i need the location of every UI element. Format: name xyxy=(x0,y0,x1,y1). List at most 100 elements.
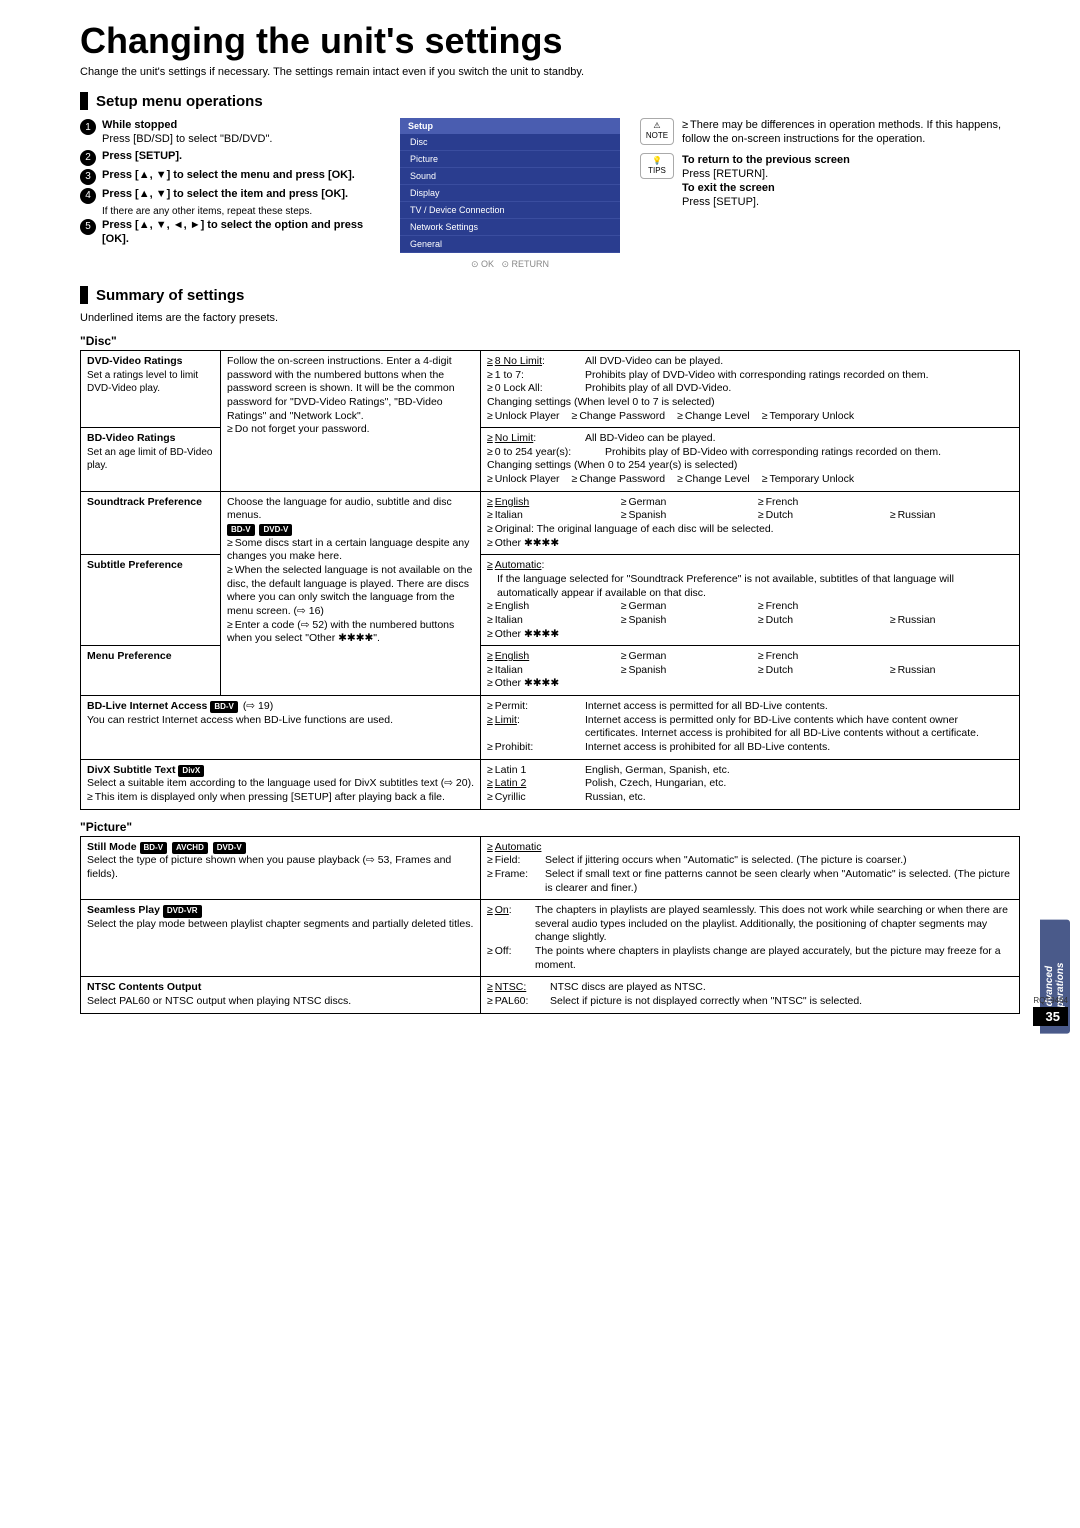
mp-l1: German xyxy=(621,650,744,664)
still-title: Still Mode xyxy=(87,841,137,853)
dx-o3t: Russian, etc. xyxy=(585,791,646,805)
bchg-i0: Unlock Player xyxy=(487,473,560,487)
footer-ok: OK xyxy=(481,259,494,269)
bd-video-sub: Set an age limit of BD-Video play. xyxy=(87,446,214,472)
bchg-i2: Change Level xyxy=(677,473,750,487)
sub-auto: Automatic xyxy=(487,559,541,571)
page-footer: RQT9464 35 xyxy=(1033,996,1068,1026)
bd-o1t: All BD-Video can be played. xyxy=(585,432,716,446)
dx-o2: Latin 2 xyxy=(487,777,526,789)
prev-title: To return to the previous screen xyxy=(682,153,850,167)
sub-l6: Russian xyxy=(890,614,1013,628)
step-num-4: 4 xyxy=(80,188,96,204)
dvd-chg: Changing settings (When level 0 to 7 is … xyxy=(487,396,1013,410)
still-o2t: Select if jittering occurs when "Automat… xyxy=(545,854,907,868)
mp-l0: English xyxy=(487,650,607,664)
rqt-code: RQT9464 xyxy=(1033,996,1068,1005)
dvd-desc2: Do not forget your password. xyxy=(227,423,370,435)
dvd-video-title: DVD-Video Ratings xyxy=(87,355,214,369)
seam-o2t: The points where chapters in playlists c… xyxy=(535,945,1013,972)
menu-item-network: Network Settings xyxy=(400,219,620,236)
still-o3t: Select if small text or fine patterns ca… xyxy=(545,868,1013,895)
st-n2: When the selected language is not availa… xyxy=(227,564,472,617)
menupref-title: Menu Preference xyxy=(87,650,214,664)
step-num-2: 2 xyxy=(80,150,96,166)
page-number: 35 xyxy=(1033,1007,1068,1026)
still-desc: Select the type of picture shown when yo… xyxy=(87,854,451,880)
divx-note: This item is displayed only when pressin… xyxy=(87,791,445,803)
dvd-o2: 1 to 7: xyxy=(487,369,524,381)
sub-l1: German xyxy=(621,600,744,614)
st-l0: English xyxy=(487,496,607,510)
st-n1: Some discs start in a certain language d… xyxy=(227,537,469,563)
still-o3: Frame: xyxy=(487,868,528,880)
bchg-i3: Temporary Unlock xyxy=(762,473,854,487)
subtitle-title: Subtitle Preference xyxy=(87,559,214,573)
step5-bold: Press [▲, ▼, ◄, ►] to select the option … xyxy=(102,219,363,245)
st-l6: Russian xyxy=(890,509,1013,523)
menu-item-disc: Disc xyxy=(400,134,620,151)
mp-l3: Italian xyxy=(487,664,607,678)
bd-o2: 0 to 254 year(s): xyxy=(487,446,571,458)
underline-note: Underlined items are the factory presets… xyxy=(80,312,1020,324)
divx-title: DivX Subtitle Text xyxy=(87,764,176,776)
section-bar xyxy=(80,286,88,304)
section1-title: Setup menu operations xyxy=(96,93,263,110)
chg-i0: Unlock Player xyxy=(487,410,560,424)
dvd-o3: 0 Lock All: xyxy=(487,382,543,394)
bdlive-desc: You can restrict Internet access when BD… xyxy=(87,714,393,726)
sub-l5: Dutch xyxy=(758,614,876,628)
picture-header: "Picture" xyxy=(80,820,1020,834)
dvd-video-sub: Set a ratings level to limit DVD-Video p… xyxy=(87,369,214,395)
step4-bold: Press [▲, ▼] to select the item and pres… xyxy=(102,188,348,200)
step4-sub: If there are any other items, repeat the… xyxy=(102,206,380,218)
mp-l4: Spanish xyxy=(621,664,744,678)
chg-i1: Change Password xyxy=(572,410,666,424)
badge-bdv: BD-V xyxy=(227,524,255,536)
bd-o1: No Limit xyxy=(487,432,533,444)
menu-item-display: Display xyxy=(400,185,620,202)
badge-dvdv: DVD-V xyxy=(259,524,292,536)
chg-i2: Change Level xyxy=(677,410,750,424)
step-num-5: 5 xyxy=(80,219,96,235)
intro-text: Change the unit's settings if necessary.… xyxy=(80,66,1020,78)
menu-item-picture: Picture xyxy=(400,151,620,168)
menu-header: Setup xyxy=(400,118,620,134)
still-o2: Field: xyxy=(487,854,520,866)
step1-bold: While stopped xyxy=(102,119,177,131)
sub-auto-desc: If the language selected for "Soundtrack… xyxy=(497,573,1013,600)
note-icon: ⚠NOTE xyxy=(640,118,674,145)
st-orig: Original: The original language of each … xyxy=(487,523,774,535)
st-other: Other ✱✱✱✱ xyxy=(487,537,559,549)
dx-o2t: Polish, Czech, Hungarian, etc. xyxy=(585,777,726,791)
dvd-o3t: Prohibits play of all DVD-Video. xyxy=(585,382,731,396)
bchg-i1: Change Password xyxy=(572,473,666,487)
step2-bold: Press [SETUP]. xyxy=(102,150,182,162)
seam-badge: DVD-VR xyxy=(163,905,202,917)
mp-other: Other ✱✱✱✱ xyxy=(487,677,559,689)
seam-desc: Select the play mode between playlist ch… xyxy=(87,918,473,930)
menu-item-sound: Sound xyxy=(400,168,620,185)
bdlive-title: BD-Live Internet Access xyxy=(87,700,207,712)
bl-o2: Limit xyxy=(487,714,517,726)
step1-plain: Press [BD/SD] to select "BD/DVD". xyxy=(102,133,272,145)
ntsc-o2t: Select if picture is not displayed corre… xyxy=(550,995,862,1009)
mp-l5: Dutch xyxy=(758,664,876,678)
page-title: Changing the unit's settings xyxy=(80,20,1020,62)
st-l2: French xyxy=(758,496,876,510)
bdlive-badge: BD-V xyxy=(210,701,238,713)
step-num-1: 1 xyxy=(80,119,96,135)
ntsc-title: NTSC Contents Output xyxy=(87,981,474,995)
bd-chg: Changing settings (When 0 to 254 year(s)… xyxy=(487,459,1013,473)
steps-column: 1 While stopped Press [BD/SD] to select "B… xyxy=(80,118,380,276)
bl-o1t: Internet access is permitted for all BD-… xyxy=(585,700,828,714)
sub-l4: Spanish xyxy=(621,614,744,628)
seam-title: Seamless Play xyxy=(87,904,160,916)
picture-table: Still Mode BD-V AVCHD DVD-V Select the t… xyxy=(80,836,1020,1014)
disc-table: DVD-Video Ratings Set a ratings level to… xyxy=(80,350,1020,810)
note-label: NOTE xyxy=(646,131,668,140)
dvd-o2t: Prohibits play of DVD-Video with corresp… xyxy=(585,369,929,383)
still-b2: DVD-V xyxy=(213,842,246,854)
still-b0: BD-V xyxy=(140,842,168,854)
ntsc-o1t: NTSC discs are played as NTSC. xyxy=(550,981,706,995)
